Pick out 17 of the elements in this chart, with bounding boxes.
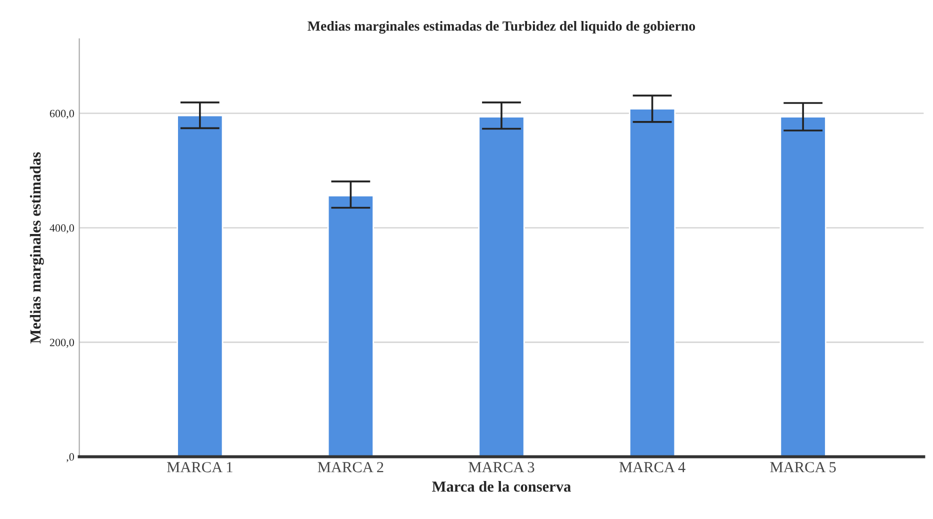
bar <box>628 108 676 457</box>
x-axis-title: Marca de la conserva <box>432 480 571 492</box>
x-tick-label: MARCA 3 <box>468 462 534 472</box>
bar <box>176 114 224 457</box>
x-tick-label: MARCA 2 <box>318 462 384 472</box>
y-tick-label: 600,0 <box>50 110 74 119</box>
y-axis-title: Medias marginales estimadas <box>30 152 44 344</box>
y-tick-label: ,0 <box>66 453 74 462</box>
y-tick-label: 400,0 <box>50 224 74 234</box>
bar <box>780 116 826 457</box>
bar <box>478 116 525 457</box>
bar <box>327 195 374 457</box>
x-tick-label: MARCA 5 <box>770 462 836 472</box>
x-tick-label: MARCA 1 <box>167 462 232 472</box>
y-tick-label: 200,0 <box>50 338 74 348</box>
chart-title: Medias marginales estimadas de Turbidez del liquido de gobierno <box>308 20 696 34</box>
x-tick-label: MARCA 4 <box>619 462 686 472</box>
